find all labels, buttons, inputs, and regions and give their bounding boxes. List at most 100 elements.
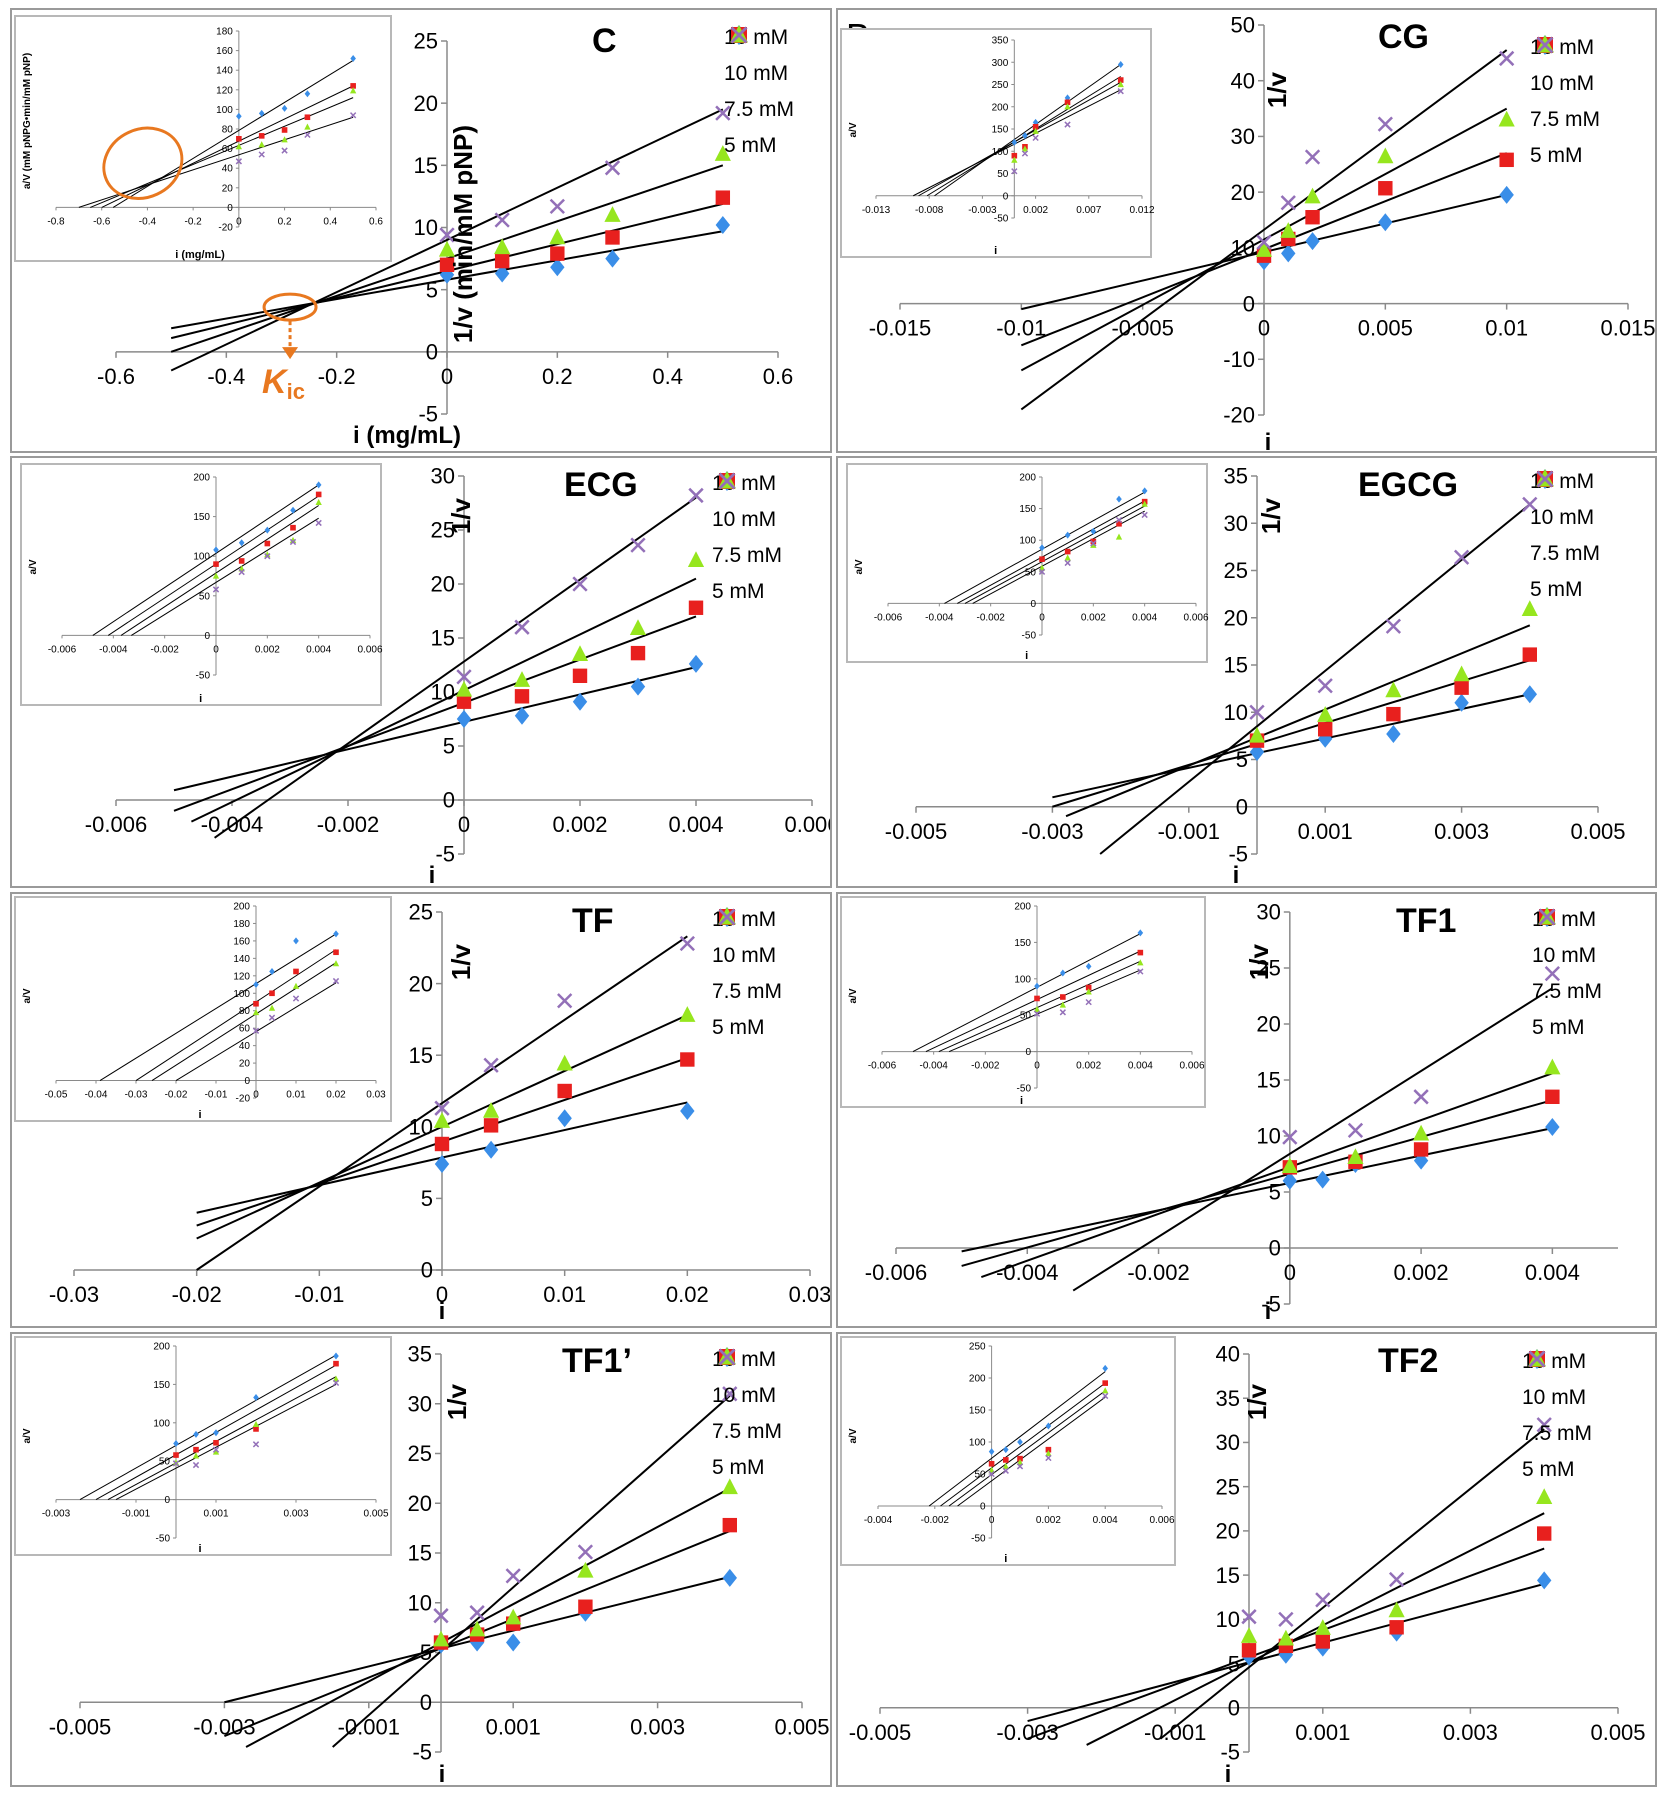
inset-x-axis-label: i (mg/mL) — [175, 249, 225, 261]
inset-point-7-5-mM — [258, 141, 265, 148]
legend: 15 mM 10 mM 7.5 mM 5 mM — [724, 20, 794, 164]
y-axis-label: 1/v — [1242, 1383, 1272, 1420]
inset-point-15-mM — [1064, 531, 1071, 539]
inset-x-tick-label: -0.8 — [47, 216, 65, 227]
inset-fit-line-10-mM — [135, 949, 337, 1081]
inset-point-10-mM — [1003, 1457, 1009, 1463]
inset-point-7-5-mM — [292, 982, 300, 989]
inset-fit-line-7-5-mM — [107, 1376, 337, 1501]
inset-x-axis-label: i — [198, 1543, 201, 1555]
main-point-7-5-mM — [1317, 706, 1334, 722]
inset-y-tick-label: 150 — [969, 1406, 986, 1417]
inset-point-10-mM — [253, 1426, 259, 1432]
inset-point-10-mM — [1090, 538, 1097, 545]
main-x-tick-label: -0.001 — [1144, 1720, 1206, 1745]
legend-entry-7-5-mM: 7.5 mM — [712, 471, 782, 574]
main-point-5-mM — [688, 487, 704, 504]
main-x-tick-label: -0.02 — [172, 1282, 222, 1307]
main-y-tick-label: 0 — [420, 1690, 432, 1715]
inset-svg: -0.013 -0.008 -0.003 0.002 0.007 0.012 -50 0 50 1… — [848, 36, 1154, 258]
main-x-tick-label: 0 — [441, 364, 453, 389]
main-series-5-mM — [456, 487, 704, 685]
inset-y-tick-label: 100 — [233, 989, 250, 1000]
main-point-15-mM — [680, 1102, 695, 1121]
panel-G: -0.005-0.003-0.0010.0010.0030.005-505101… — [10, 1332, 832, 1787]
main-point-10-mM — [439, 257, 455, 272]
inset-x-tick-label: -0.002 — [971, 1061, 1000, 1072]
y-axis-label: 1/v — [1244, 943, 1274, 980]
legend-entry-7-5-mM: 7.5 mM — [712, 1347, 782, 1450]
inset-point-15-mM — [1034, 982, 1040, 990]
legend-marker-5-mM — [718, 1348, 736, 1366]
main-series-7-5-mM — [438, 145, 731, 257]
main-point-15-mM — [434, 1155, 450, 1174]
inset-x-tick-label: 0 — [253, 1090, 259, 1101]
legend-entry-5-mM: 5 mM — [1532, 908, 1602, 1046]
main-point-7-5-mM — [1314, 1619, 1331, 1635]
inset-chart: -0.8 -0.6 -0.4 -0.2 0 0.2 0.4 0.6 -20 0 20 40 60 80 10… — [14, 15, 392, 262]
panel-G-chart: -0.005-0.003-0.0010.0010.0030.005-505101… — [49, 1342, 830, 1785]
legend-point-5-mM — [1528, 1350, 1546, 1368]
panel-title: TF — [572, 902, 614, 940]
inset-fit-line-15-mM — [99, 933, 337, 1081]
inset-y-tick-label: 0 — [1025, 1047, 1031, 1058]
panel-title: TF2 — [1378, 1342, 1439, 1380]
legend-label: 10 mM — [712, 944, 777, 967]
inset-point-7-5-mM — [332, 1375, 340, 1382]
legend-entry-10-mM: 10 mM — [712, 1349, 782, 1414]
inset-y-tick-label: 160 — [233, 936, 250, 947]
main-fit-line-5-mM — [214, 496, 697, 839]
main-x-tick-label: 0.001 — [486, 1714, 541, 1739]
inset-point-5-mM — [1137, 968, 1144, 975]
inset-svg: -0.05 -0.04 -0.03 -0.02 -0.01 0 0.01 0.02 0.03 -2… — [22, 902, 386, 1122]
inset-x-tick-label: -0.004 — [919, 1061, 948, 1072]
panel-D: -0.005 -0.003 -0.001 0.001 0.003 0.005 -5 0 5 10 1… — [836, 456, 1657, 888]
inset-point-5-mM — [192, 1461, 200, 1469]
inset-y-tick-label: 150 — [1019, 504, 1036, 515]
main-y-tick-label: 5 — [1269, 1180, 1281, 1205]
main-y-tick-label: -10 — [1223, 347, 1255, 372]
main-point-10-mM — [715, 190, 731, 205]
inset-x-tick-label: 0.004 — [306, 644, 331, 655]
inset-fit-line-7-5-mM — [938, 960, 1141, 1053]
inset-y-tick-label: 200 — [153, 1342, 170, 1353]
inset-x-tick-label: -0.004 — [925, 612, 954, 623]
inset-svg: -0.8 -0.6 -0.4 -0.2 0 0.2 0.4 0.6-2002040608010… — [22, 27, 383, 262]
inset-y-tick-label: 100 — [153, 1418, 170, 1429]
inset-point-7-5-mM — [1038, 564, 1046, 571]
main-y-tick-label: 20 — [1216, 1519, 1240, 1544]
inset-point-10-mM — [264, 540, 271, 547]
inset-chart: -0.004 -0.002 0 0.002 0.004 0.006 -50 0 50 100 150… — [840, 1336, 1176, 1566]
inset-point-7-5-mM — [1045, 1450, 1052, 1457]
inset-svg: -0.006-0.004-0.00200.0020.0040.006-50050… — [854, 473, 1209, 663]
inset-series-15-mM — [173, 1352, 339, 1448]
inset-svg: -0.003 -0.001 0.001 0.003 0.005 -50 0 50 100 150 2… — [22, 1342, 389, 1556]
inset-point-5-mM — [238, 568, 245, 576]
main-y-tick-label: 5 — [1236, 747, 1248, 772]
main-point-7-5-mM — [556, 1054, 573, 1071]
inset-point-15-mM — [1137, 929, 1144, 937]
inset-y-tick-label: 150 — [1014, 938, 1031, 949]
inset-point-10-mM — [258, 133, 265, 139]
inset-point-5-mM — [1085, 998, 1092, 1006]
main-y-tick-label: 10 — [414, 215, 438, 240]
main-point-15-mM — [722, 1568, 737, 1587]
main-y-tick-label: 25 — [431, 518, 455, 543]
main-point-10-mM — [1386, 706, 1401, 722]
inset-point-7-5-mM — [1016, 1458, 1024, 1466]
inset-x-tick-label: -0.03 — [125, 1090, 148, 1101]
main-x-tick-label: -0.015 — [869, 316, 931, 341]
main-x-tick-label: -0.001 — [1158, 819, 1220, 844]
inset-series-7-5-mM — [1033, 959, 1144, 1013]
inset-point-5-mM — [268, 1014, 276, 1021]
inset-point-10-mM — [333, 949, 339, 956]
legend: 15 mM 10 mM 7.5 mM 5 mM — [712, 1342, 782, 1486]
inset-series-5-mM — [252, 977, 340, 1034]
inset-point-15-mM — [304, 90, 311, 98]
inset-point-5-mM — [281, 147, 288, 154]
main-point-10-mM — [1537, 1526, 1552, 1541]
inset-x-tick-label: 0.002 — [1076, 1061, 1101, 1072]
main-x-tick-label: 0.01 — [1485, 316, 1528, 341]
inset-y-tick-label: 250 — [969, 1342, 986, 1353]
